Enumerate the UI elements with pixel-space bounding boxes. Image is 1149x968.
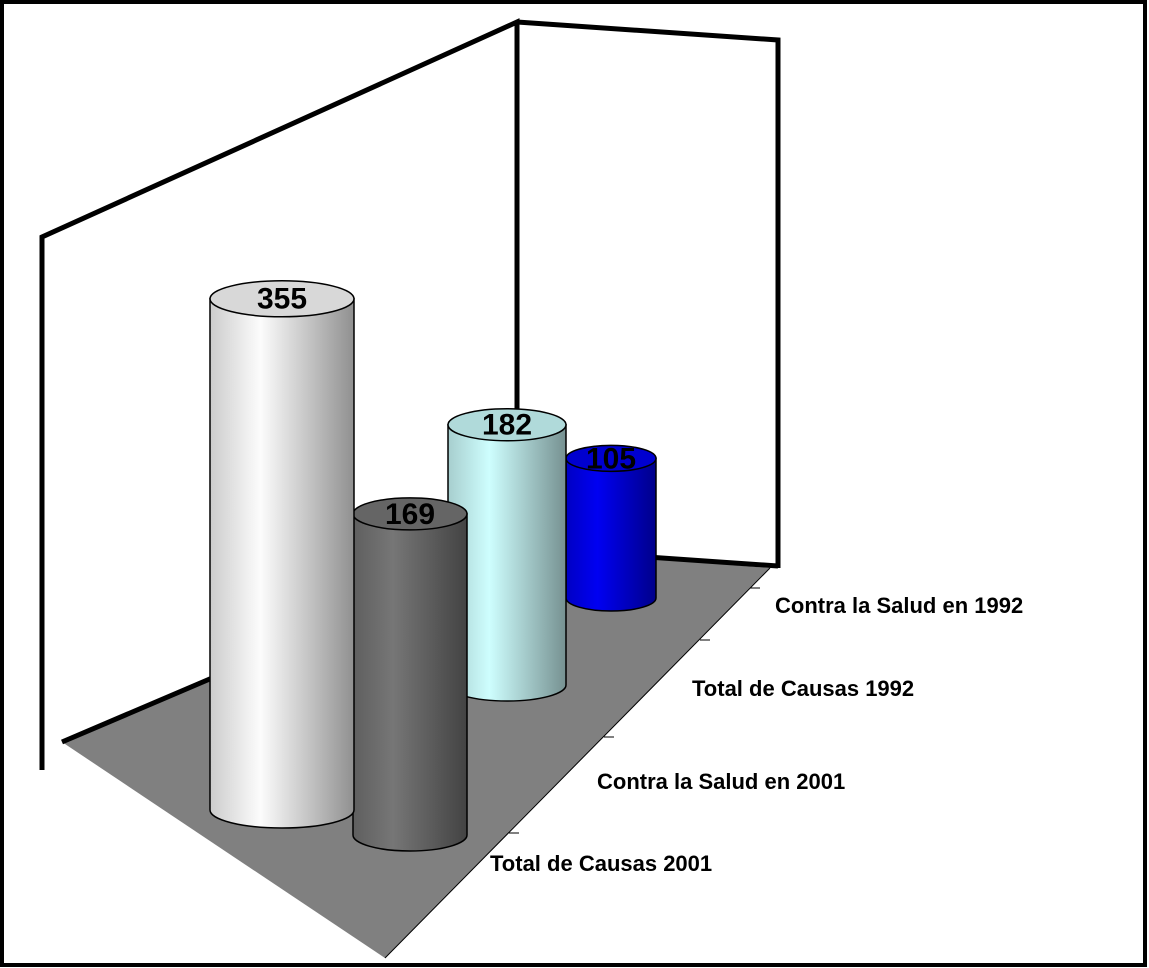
category-label: Contra la Salud en 1992 <box>775 593 1023 618</box>
cylinder <box>565 457 657 612</box>
cylinder <box>209 298 355 829</box>
cylinder-top <box>209 280 355 318</box>
category-label: Total de Causas 2001 <box>490 851 712 876</box>
cylinder <box>352 513 468 852</box>
cylinder-top <box>447 407 567 442</box>
floor-edge <box>384 567 771 959</box>
value-label: 355 <box>257 283 307 316</box>
category-label: Contra la Salud en 2001 <box>597 769 845 794</box>
value-label: 105 <box>586 442 636 475</box>
value-label: 169 <box>385 498 435 531</box>
category-label: Total de Causas 1992 <box>692 676 914 701</box>
value-label: 182 <box>482 409 532 442</box>
right-wall <box>516 19 781 568</box>
left-wall <box>39 18 520 770</box>
